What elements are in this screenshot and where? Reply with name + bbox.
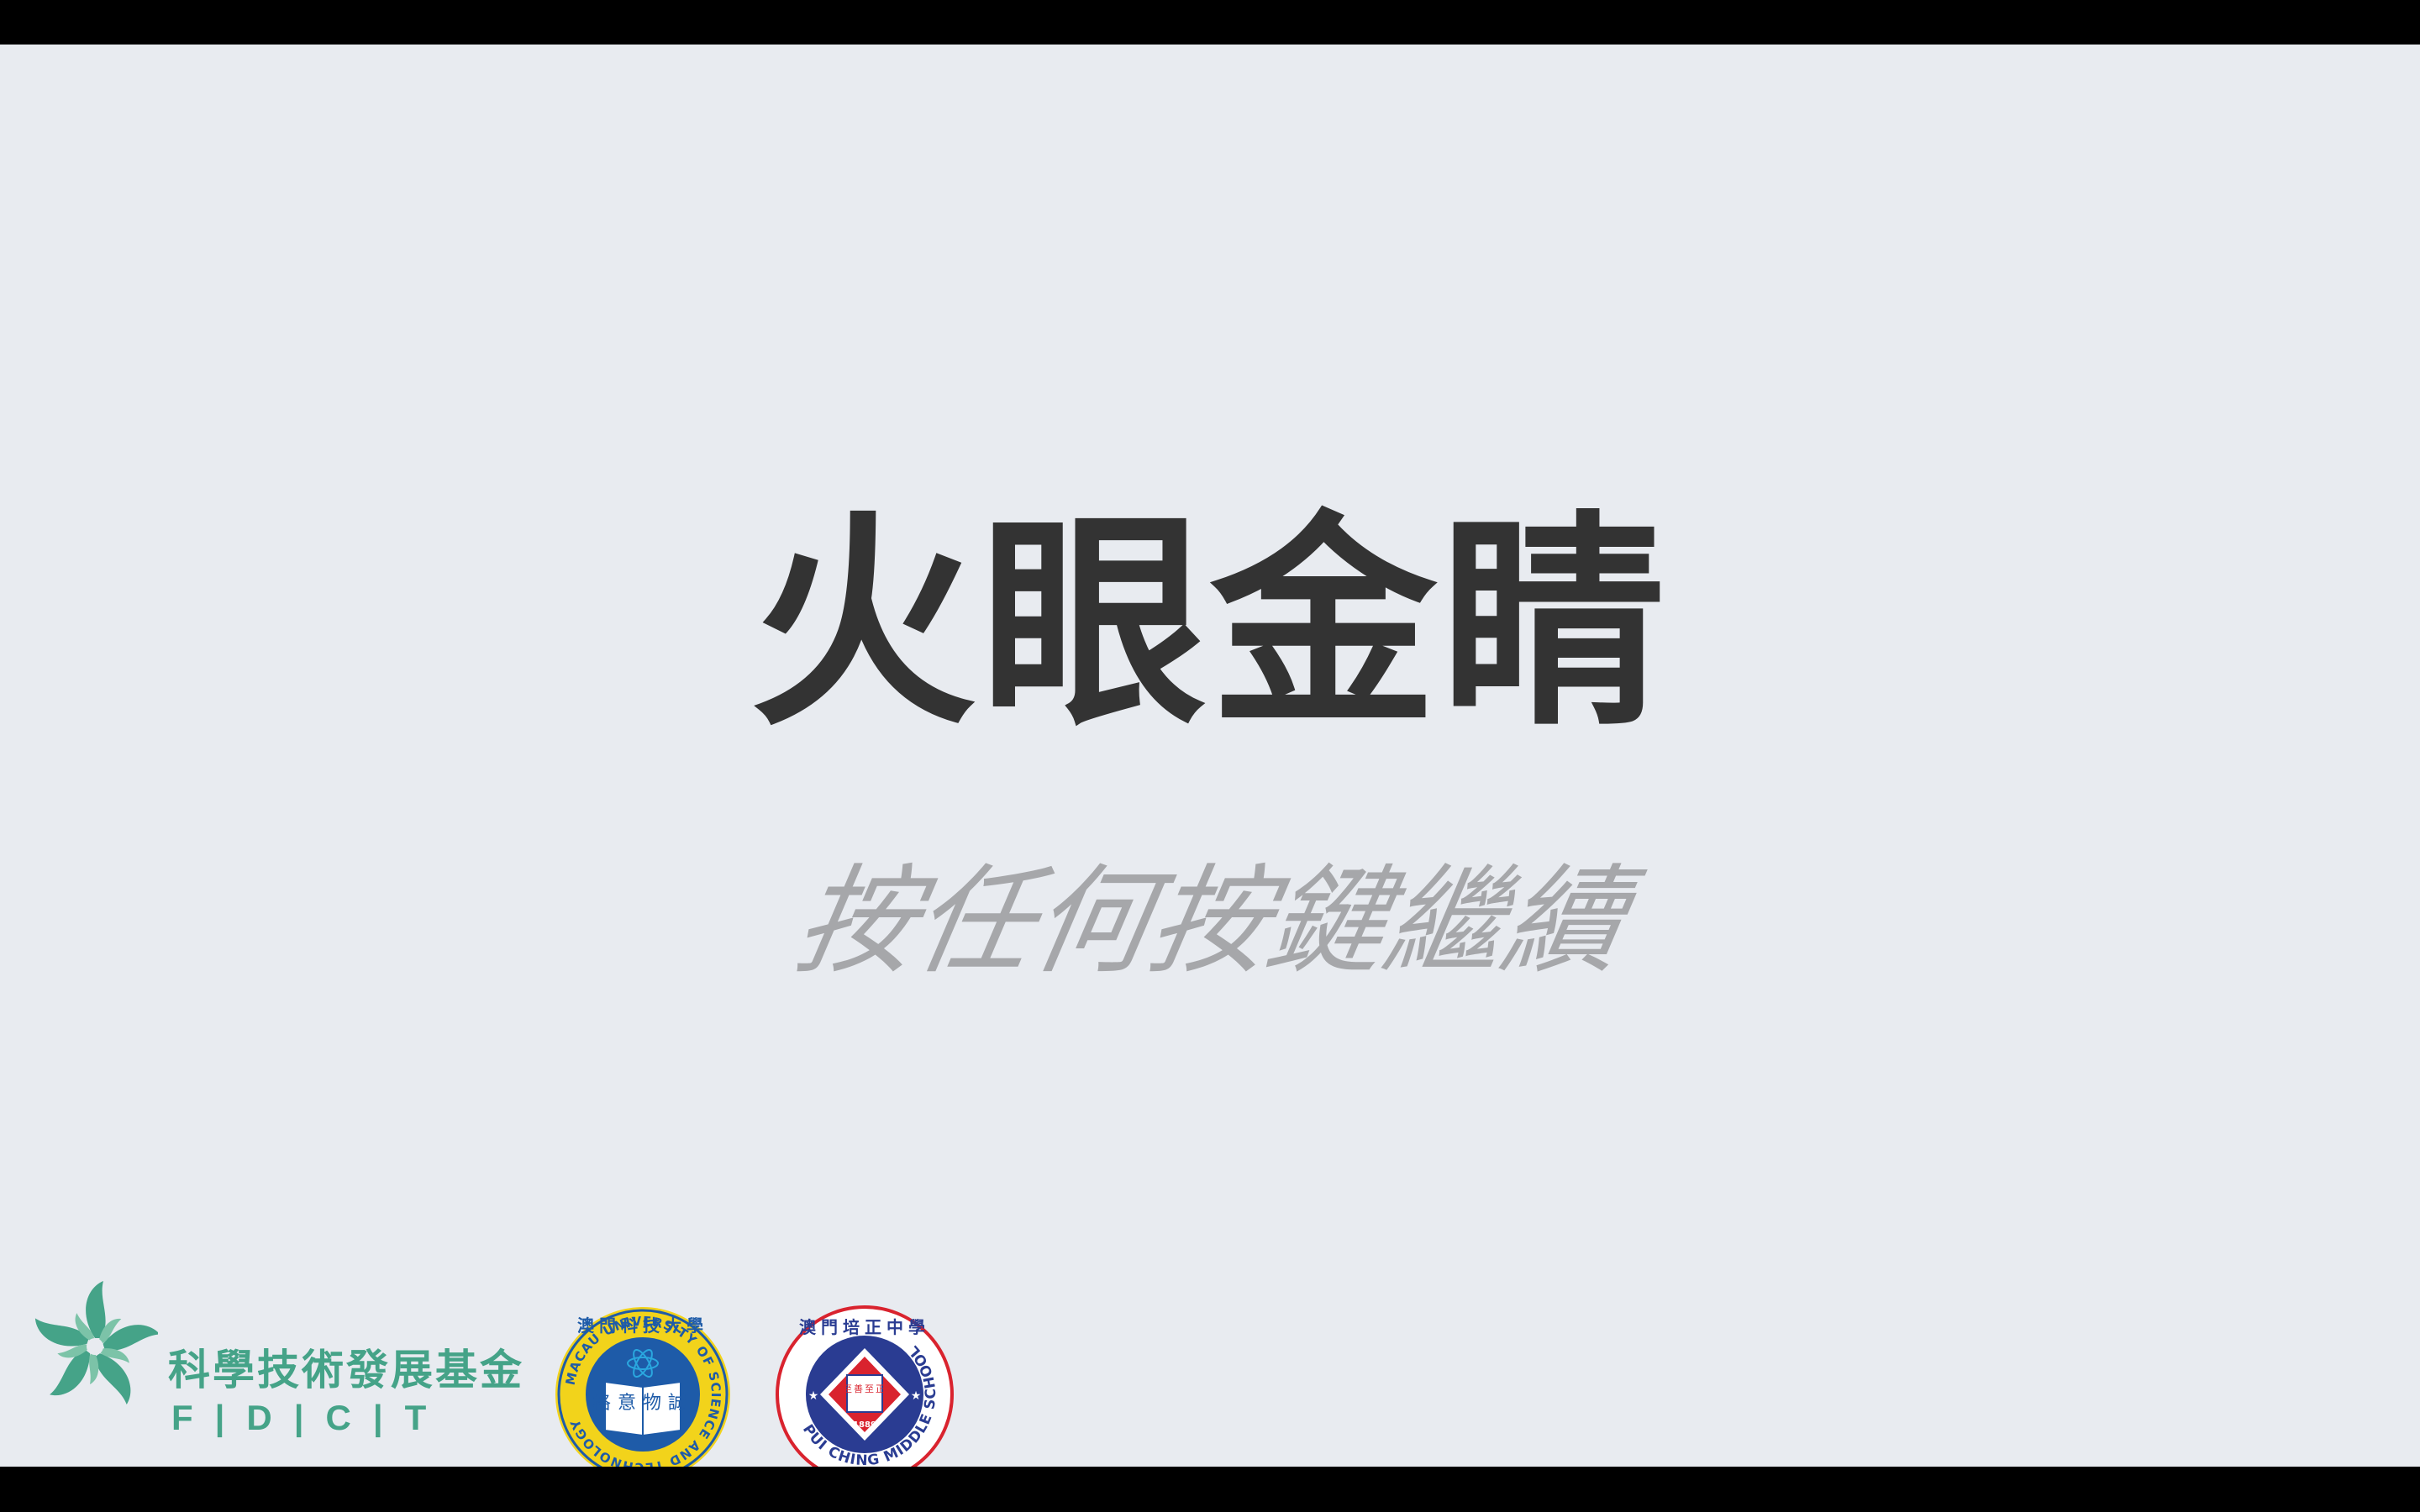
pui-ching-year: 1889 [853, 1420, 876, 1430]
star-icon: ★ [911, 1389, 922, 1403]
fdct-chinese-name: 科學技術發展基金 [168, 1346, 524, 1394]
must-seal: MACAU UNIVERSITY OF SCIENCE AND TECHNOLO… [553, 1305, 733, 1467]
sponsor-logos: 科學技術發展基金 F|D|C|T MACAU UNIVERSITY OF SCI… [25, 1254, 1000, 1467]
game-title: 火眼金睛 [750, 491, 1670, 756]
pui-ching-motto: 至善至正 [843, 1383, 886, 1394]
letterbox-top [0, 0, 2420, 45]
fdct-logo: 科學技術發展基金 F|D|C|T [32, 1254, 553, 1456]
press-any-key-prompt: 按任何按鍵繼續 [786, 853, 1634, 990]
letterbox-bottom [0, 1467, 2420, 1512]
star-icon: ★ [808, 1389, 819, 1403]
pui-ching-chinese-name: 澳門培正中學 [799, 1317, 930, 1337]
must-chinese-name: 澳門科技大學 [577, 1315, 708, 1336]
fdct-english-abbr: F|D|C|T [171, 1398, 449, 1437]
splash-screen[interactable]: 火眼金睛 按任何按鍵繼續 [0, 45, 2420, 1467]
must-motto: 格意物誠 [592, 1393, 693, 1414]
pui-ching-seal: 澳門培正中學 PUI CHING MIDDLE SCHOOL 至善至正 1889… [775, 1305, 955, 1467]
fdct-flower-icon [34, 1281, 158, 1404]
